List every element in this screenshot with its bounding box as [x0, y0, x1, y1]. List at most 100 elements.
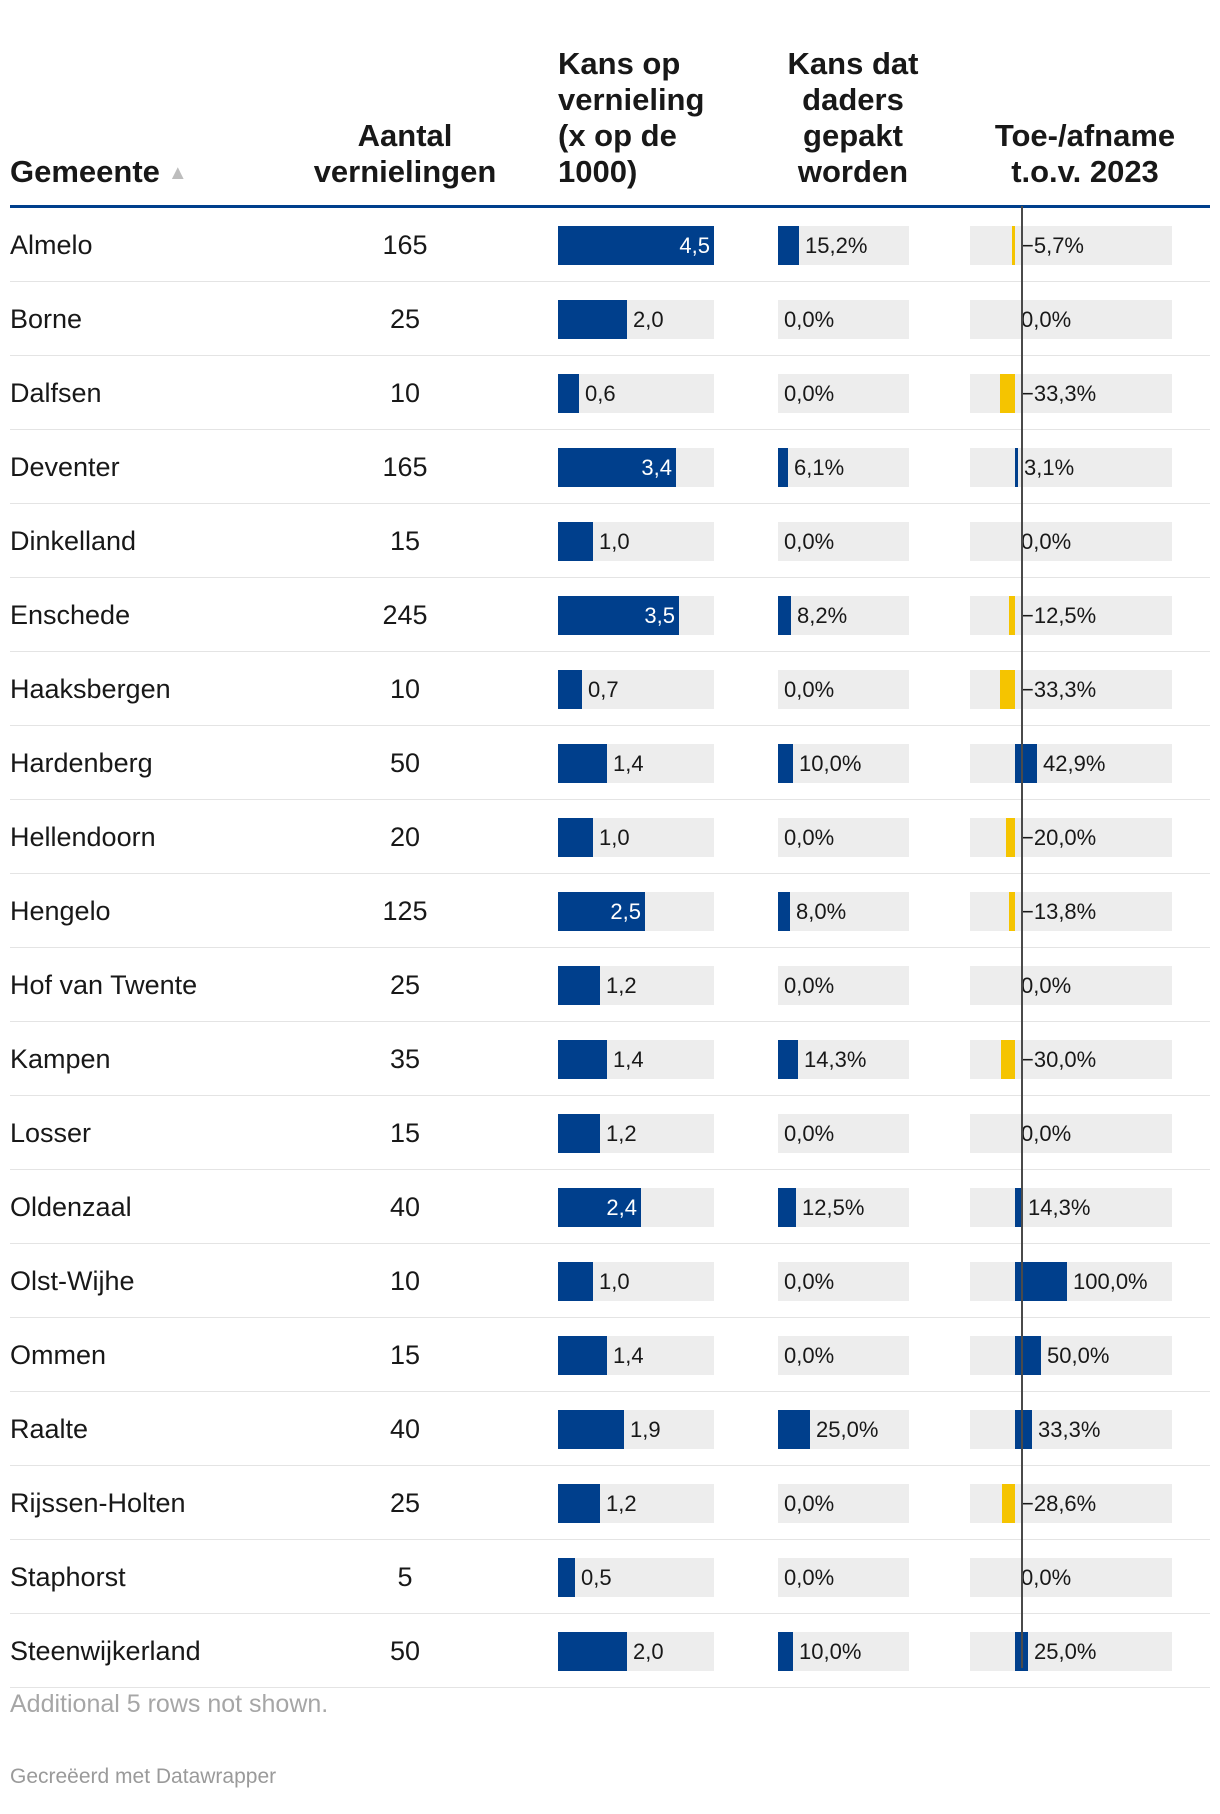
- kans-bar-track: 1,2: [558, 1484, 714, 1523]
- verandering-label: 0,0%: [1021, 1565, 1072, 1590]
- kans-label: 2,0: [633, 1639, 664, 1664]
- gepakt-label: 0,0%: [784, 1491, 835, 1516]
- cell-aantal: 15: [389, 1340, 421, 1370]
- kans-label: 4,5: [679, 233, 710, 258]
- gepakt-label: 0,0%: [784, 677, 835, 702]
- verandering-label: −33,3%: [1021, 677, 1097, 702]
- gepakt-bar: [778, 448, 788, 487]
- verandering-label: 42,9%: [1043, 751, 1106, 776]
- kans-bar-track: 1,0: [558, 1262, 714, 1301]
- kans-bar: [558, 1188, 641, 1227]
- verandering-label: 14,3%: [1028, 1195, 1091, 1220]
- cell-gemeente: Haaksbergen: [10, 674, 171, 704]
- cell-aantal: 165: [382, 452, 428, 482]
- gepakt-label: 14,3%: [804, 1047, 867, 1072]
- header-kans-line: vernieling: [558, 82, 705, 117]
- header-gemeente[interactable]: Gemeente ▲: [10, 154, 188, 191]
- verandering-bar-track: −33,3%: [970, 374, 1172, 413]
- verandering-bar-track: −20,0%: [970, 818, 1172, 857]
- table-row: Haaksbergen 10 0,7 0,0% −33,3%: [10, 652, 1210, 726]
- kans-bar: [558, 892, 645, 931]
- cell-aantal: 40: [389, 1414, 421, 1444]
- kans-bar-track: 4,5: [558, 226, 714, 265]
- cell-gemeente: Dalfsen: [10, 378, 102, 408]
- header-verandering[interactable]: Toe-/afname t.o.v. 2023: [970, 118, 1200, 190]
- verandering-bar-track: 14,3%: [970, 1188, 1172, 1227]
- verandering-bar: [1000, 670, 1015, 709]
- kans-bar: [558, 226, 714, 265]
- verandering-bar-track: 0,0%: [970, 966, 1172, 1005]
- gepakt-bar-track: 10,0%: [778, 744, 909, 783]
- kans-label: 1,0: [599, 1269, 630, 1294]
- kans-bar: [558, 522, 593, 561]
- kans-bar-track: 0,5: [558, 1558, 714, 1597]
- gepakt-bar-track: 0,0%: [778, 966, 909, 1005]
- verandering-label: −12,5%: [1021, 603, 1097, 628]
- gepakt-bar-track: 12,5%: [778, 1188, 909, 1227]
- verandering-label: −20,0%: [1021, 825, 1097, 850]
- gepakt-bar-track: 0,0%: [778, 1114, 909, 1153]
- kans-bar-track: 0,7: [558, 670, 714, 709]
- table-row: Olst-Wijhe 10 1,0 0,0% 100,0%: [10, 1244, 1210, 1318]
- verandering-bar: [1015, 1410, 1032, 1449]
- gepakt-label: 0,0%: [784, 1565, 835, 1590]
- table-row: Kampen 35 1,4 14,3% −30,0%: [10, 1022, 1210, 1096]
- kans-bar: [558, 1484, 600, 1523]
- verandering-label: 0,0%: [1021, 973, 1072, 998]
- kans-label: 3,4: [641, 455, 672, 480]
- kans-label: 2,5: [610, 899, 641, 924]
- header-kans-line: 1000): [558, 154, 638, 189]
- header-kans[interactable]: Kans op vernieling (x op de 1000): [558, 46, 704, 190]
- kans-bar-track: 1,2: [558, 966, 714, 1005]
- verandering-label: 0,0%: [1021, 529, 1072, 554]
- cell-gemeente: Steenwijkerland: [10, 1636, 201, 1666]
- cell-aantal: 15: [389, 526, 421, 556]
- table-row: Hellendoorn 20 1,0 0,0% −20,0%: [10, 800, 1210, 874]
- table-row: Hof van Twente 25 1,2 0,0% 0,0%: [10, 948, 1210, 1022]
- gepakt-label: 0,0%: [784, 973, 835, 998]
- kans-label: 1,4: [613, 751, 644, 776]
- cell-gemeente: Hof van Twente: [10, 970, 198, 1000]
- kans-bar: [558, 818, 593, 857]
- verandering-bar: [1012, 226, 1015, 265]
- cell-aantal: 245: [382, 600, 428, 630]
- header-gemeente-label: Gemeente: [10, 154, 160, 189]
- header-aantal[interactable]: Aantal vernielingen: [300, 118, 510, 190]
- cell-gemeente: Dinkelland: [10, 526, 137, 556]
- verandering-bar: [1015, 1262, 1067, 1301]
- kans-bar-track: 3,5: [558, 596, 714, 635]
- gepakt-label: 0,0%: [784, 825, 835, 850]
- kans-bar-track: 1,9: [558, 1410, 714, 1449]
- header-gepakt[interactable]: Kans dat daders gepakt worden: [778, 46, 928, 190]
- cell-aantal: 35: [389, 1044, 421, 1074]
- verandering-bar-track: 100,0%: [970, 1262, 1172, 1301]
- gepakt-bar: [778, 744, 793, 783]
- gepakt-bar: [778, 1188, 796, 1227]
- zero-axis-line: [1021, 206, 1023, 1668]
- header-verandering-line: Toe-/afname: [994, 118, 1176, 153]
- kans-bar-track: 1,4: [558, 1336, 714, 1375]
- table-row: Ommen 15 1,4 0,0% 50,0%: [10, 1318, 1210, 1392]
- cell-gemeente: Olst-Wijhe: [10, 1266, 135, 1296]
- kans-bar: [558, 1632, 627, 1671]
- verandering-bar: [1009, 892, 1015, 931]
- cell-aantal: 165: [382, 230, 428, 260]
- kans-bar-track: 0,6: [558, 374, 714, 413]
- verandering-bar-track: 0,0%: [970, 1114, 1172, 1153]
- verandering-bar: [1002, 1484, 1015, 1523]
- verandering-bar-track: −5,7%: [970, 226, 1172, 265]
- table-row: Deventer 165 3,4 6,1% 3,1%: [10, 430, 1210, 504]
- credit-link[interactable]: Gecreëerd met Datawrapper: [10, 1765, 277, 1788]
- table-row: Staphorst 5 0,5 0,0% 0,0%: [10, 1540, 1210, 1614]
- cell-gemeente: Enschede: [10, 600, 131, 630]
- cell-aantal: 40: [389, 1192, 421, 1222]
- gepakt-bar-track: 6,1%: [778, 448, 909, 487]
- header-gepakt-line: daders: [802, 82, 904, 117]
- verandering-bar-track: 33,3%: [970, 1410, 1172, 1449]
- gepakt-label: 25,0%: [816, 1417, 879, 1442]
- verandering-bar-track: 3,1%: [970, 448, 1172, 487]
- kans-label: 1,9: [630, 1417, 661, 1442]
- gepakt-bar-track: 0,0%: [778, 522, 909, 561]
- verandering-bar-track: 0,0%: [970, 522, 1172, 561]
- cell-gemeente: Rijssen-Holten: [10, 1488, 186, 1518]
